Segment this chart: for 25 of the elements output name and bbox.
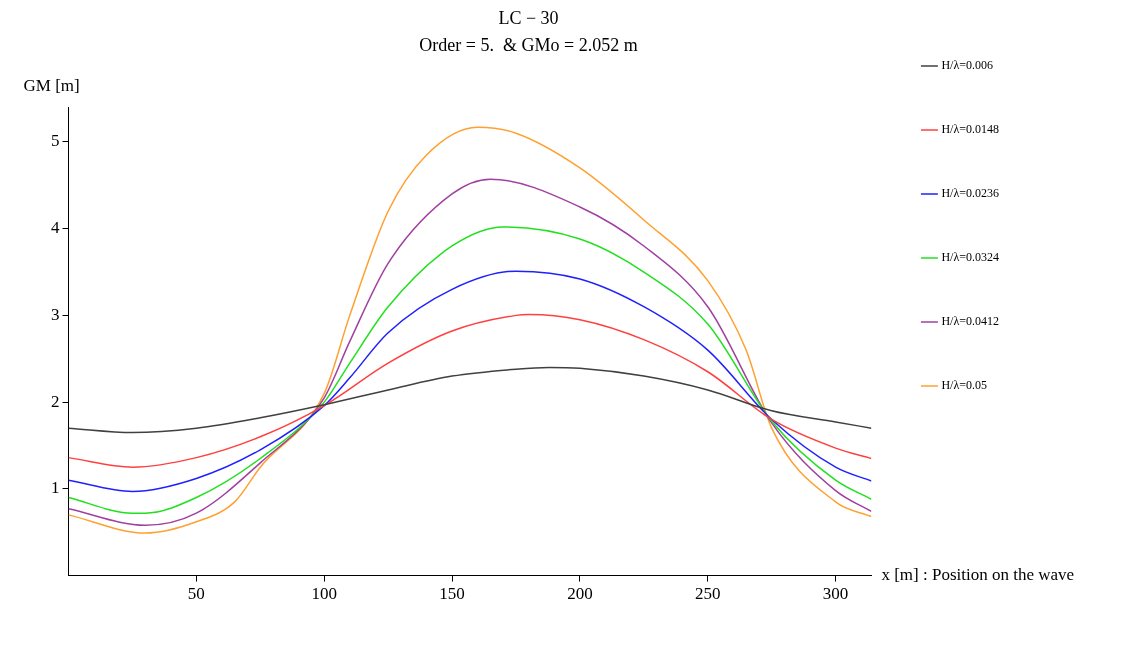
legend-label: H/λ=0.0148 [941, 122, 1000, 137]
x-tick-label: 250 [695, 584, 721, 604]
x-axis-title: x [m] : Position on the wave [881, 565, 1075, 585]
legend-label: H/λ=0.0236 [941, 186, 1000, 201]
line-series [68, 313, 872, 468]
chart-subtitle: Order = 5. & GMo = 2.052 m [419, 35, 638, 56]
x-tick-label: 100 [311, 584, 337, 604]
x-tick-label: 300 [822, 584, 849, 604]
x-tick-label: 150 [439, 584, 465, 604]
chart-title: LC − 30 [498, 7, 559, 28]
line-series [68, 270, 872, 493]
legend-label: H/λ=0.0412 [941, 314, 1000, 329]
legend-label: H/λ=0.0324 [941, 250, 1000, 265]
y-tick-label: 3 [51, 304, 60, 324]
y-tick-label: 2 [51, 391, 60, 411]
legend-label: H/λ=0.006 [941, 58, 994, 73]
x-tick-label: 200 [567, 584, 593, 604]
x-tick-label: 50 [187, 584, 205, 604]
legend-label: H/λ=0.05 [941, 378, 988, 393]
line-series [68, 366, 872, 434]
y-tick-label: 4 [51, 218, 60, 238]
y-axis-title: GM [m] [23, 76, 80, 96]
y-tick-label: 5 [51, 131, 60, 151]
y-tick-label: 1 [51, 478, 60, 498]
line-series [68, 226, 872, 514]
